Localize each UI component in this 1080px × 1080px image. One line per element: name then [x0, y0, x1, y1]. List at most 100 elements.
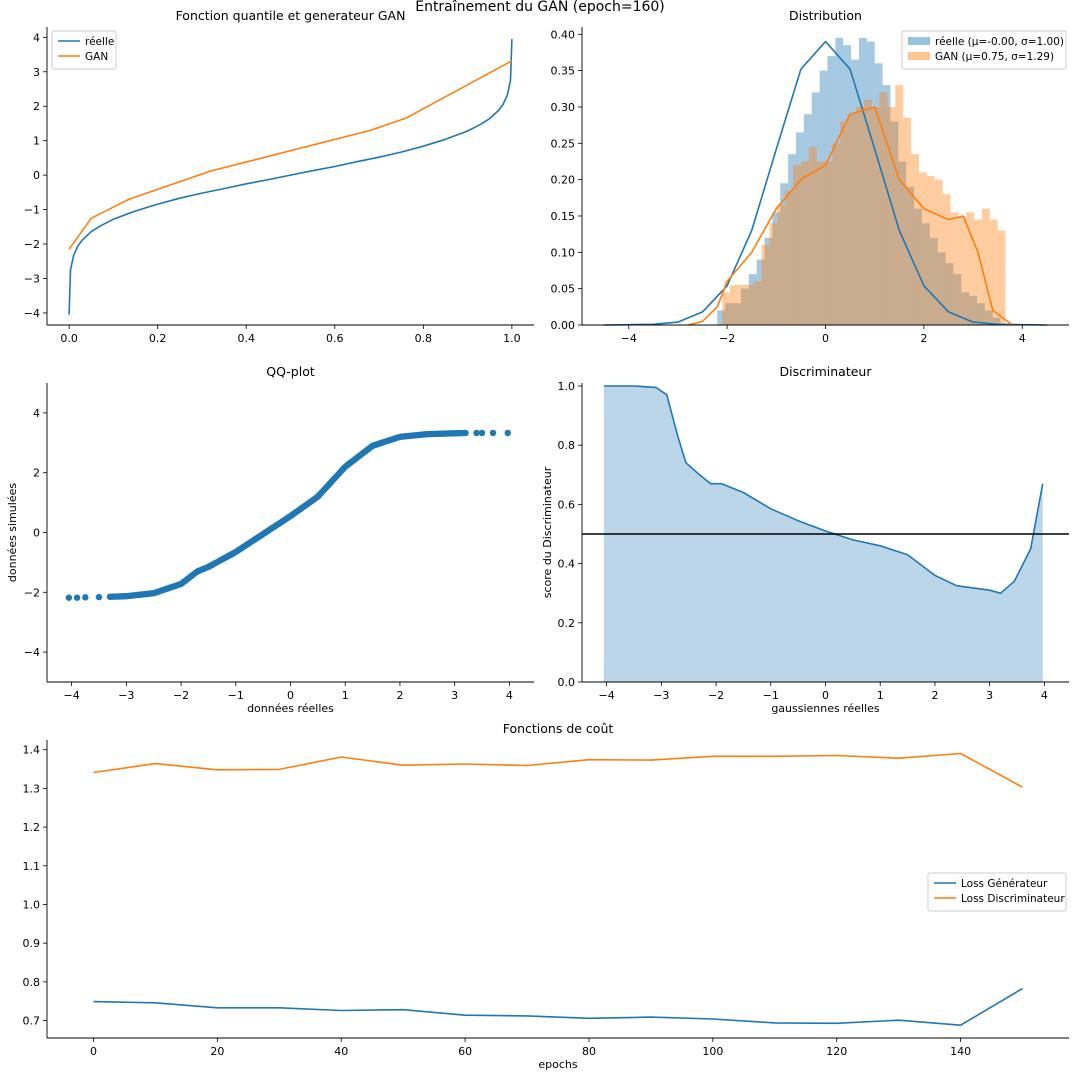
histogram-bar-gan — [816, 161, 825, 325]
losses-x-tick-label: 80 — [582, 1045, 596, 1058]
histogram-bar-reelle — [843, 45, 852, 326]
histogram-bar-reelle — [780, 183, 789, 325]
histogram-bar-gan — [753, 281, 762, 325]
discriminator-x-tick-label: −2 — [708, 689, 724, 702]
losses-x-tick-label: 100 — [702, 1045, 723, 1058]
qq-point — [478, 429, 486, 437]
distribution-legend-label: GAN (μ=0.75, σ=1.29) — [935, 51, 1054, 63]
quantile-y-tick-label: −3 — [24, 272, 40, 285]
quantile-x-tick-label: 0.4 — [237, 332, 255, 345]
losses-legend-label: Loss Générateur — [961, 878, 1048, 890]
histogram-bar-reelle — [898, 161, 907, 325]
qqplot-y-tick-label: 2 — [33, 467, 40, 480]
histogram-bar-reelle — [803, 114, 812, 325]
discriminator-y-tick-label: 0.4 — [558, 558, 576, 571]
distribution-x-tick-label: 0 — [822, 332, 829, 345]
histogram-bar-gan — [785, 190, 794, 325]
quantile-y-tick-label: 2 — [33, 100, 40, 113]
histogram-bar-reelle — [851, 59, 859, 326]
distribution-x-tick-label: 4 — [1019, 332, 1026, 345]
distribution-y-tick-label: 0.10 — [551, 246, 576, 259]
distribution-y-tick-label: 0.30 — [551, 101, 576, 114]
figure-title: Entraînement du GAN (epoch=160) — [415, 0, 665, 15]
qq-point — [489, 429, 497, 437]
histogram-bar-gan — [981, 208, 990, 325]
quantile-y-tick-label: −2 — [24, 238, 40, 251]
histogram-bar-gan — [989, 219, 998, 325]
quantile-y-tick-label: −1 — [24, 204, 40, 217]
losses-legend-label: Loss Discriminateur — [961, 893, 1065, 905]
discriminator-x-tick-label: 0 — [822, 689, 829, 702]
histogram-bar-reelle — [748, 274, 757, 325]
qq-point — [65, 594, 73, 601]
losses-y-tick-label: 1.0 — [23, 898, 41, 911]
qqplot-title: QQ-plot — [266, 364, 315, 379]
qqplot-y-label: données simulées — [6, 483, 19, 582]
distribution-legend-swatch — [908, 37, 930, 45]
histogram-bar-gan — [737, 285, 746, 325]
loss-discriminator-line — [93, 752, 1023, 788]
quantile-y-tick-label: 0 — [33, 169, 40, 182]
histogram-bar-reelle — [882, 85, 891, 326]
histogram-bar-gan — [840, 121, 849, 325]
histogram-bar-gan — [745, 285, 754, 325]
histogram-bar-gan — [777, 205, 786, 325]
histogram-bar-gan — [903, 117, 912, 325]
losses-y-tick-label: 0.7 — [23, 1015, 41, 1028]
quantile-x-tick-label: 0.0 — [60, 332, 78, 345]
histogram-bar-reelle — [961, 292, 970, 325]
histogram-bar-reelle — [740, 288, 749, 325]
discriminator-title: Discriminateur — [780, 364, 873, 379]
histogram-bar-reelle — [835, 37, 844, 326]
histogram-bar-reelle — [756, 259, 765, 325]
losses-x-tick-label: 60 — [458, 1045, 472, 1058]
quantile-x-tick-label: 0.8 — [415, 332, 433, 345]
losses-y-tick-label: 1.4 — [23, 744, 41, 757]
histogram-bar-reelle — [914, 208, 922, 325]
histogram-bar-gan — [848, 114, 856, 325]
histogram-bar-reelle — [827, 56, 836, 325]
losses-x-label: epochs — [538, 1058, 577, 1071]
discriminator-y-tick-label: 0.6 — [558, 498, 576, 511]
histogram-bar-gan — [808, 146, 817, 325]
quantile-y-tick-label: −4 — [24, 307, 40, 320]
discriminator-y-tick-label: 0.2 — [558, 617, 576, 630]
histogram-bar-gan — [926, 176, 935, 325]
quantile-legend-label: réelle — [85, 36, 114, 48]
histogram-bar-reelle — [874, 63, 883, 326]
discriminator-y-tick-label: 0.8 — [558, 439, 576, 452]
histogram-bar-reelle — [772, 212, 781, 325]
loss-generator-line — [93, 987, 1023, 1026]
losses-x-tick-label: 40 — [334, 1045, 348, 1058]
qqplot-x-tick-label: 2 — [396, 689, 403, 702]
histogram-bar-gan — [879, 92, 888, 325]
quantile-line-réelle — [68, 39, 513, 315]
quantile-line-GAN — [68, 60, 513, 250]
qq-point — [504, 429, 511, 437]
distribution-y-tick-label: 0.35 — [551, 65, 576, 78]
histogram-bar-reelle — [992, 317, 1001, 325]
qq-point — [473, 429, 480, 437]
chart-losses: Loss Générateur Loss Discriminateur 0 20 40 6… — [23, 721, 1069, 1071]
losses-x-tick-label: 20 — [210, 1045, 224, 1058]
distribution-x-tick-label: 2 — [920, 332, 927, 345]
losses-x-tick-label: 140 — [950, 1045, 971, 1058]
chart-quantile: réelle GAN 0.0 0.2 0.4 0.6 0.8 1.0 −4 −3 −2 −1 0 1 2 3 4… — [24, 8, 534, 345]
histogram-bar-reelle — [937, 252, 946, 325]
histogram-bar-reelle — [929, 237, 938, 325]
quantile-title: Fonction quantile et generateur GAN — [176, 8, 406, 23]
losses-y-tick-label: 1.1 — [23, 860, 41, 873]
qq-point — [73, 594, 81, 601]
qqplot-x-tick-label: 0 — [287, 689, 294, 702]
histogram-bar-gan — [761, 245, 770, 325]
histogram-bar-gan — [942, 194, 951, 325]
qq-point — [82, 594, 89, 601]
histogram-bar-gan — [793, 165, 801, 325]
qq-point — [95, 593, 103, 601]
quantile-x-tick-label: 0.6 — [326, 332, 344, 345]
distribution-x-tick-label: −4 — [621, 332, 637, 345]
distribution-y-tick-label: 0.40 — [551, 28, 576, 41]
chart-discriminator: −4 −3 −2 −1 0 1 2 3 4 0.0 0.2 0.4 0.6 0.8 1.0 Discrimin… — [541, 364, 1069, 715]
quantile-legend-label: GAN — [85, 51, 108, 63]
qq-point — [462, 429, 469, 437]
